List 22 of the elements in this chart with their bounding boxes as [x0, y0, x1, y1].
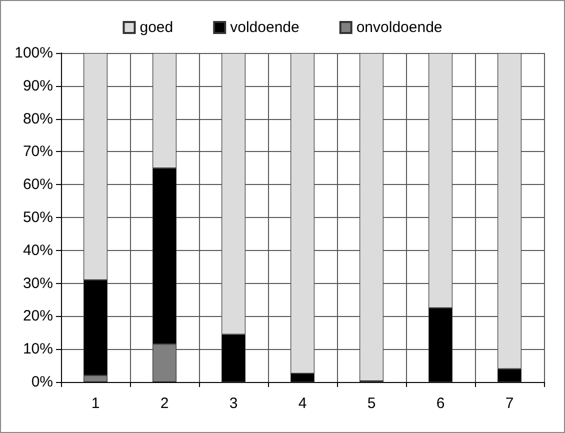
- x-tick-label: 4: [298, 395, 307, 412]
- bar: [360, 53, 384, 382]
- y-tick-label: 0%: [31, 374, 53, 390]
- x-tick-label: 2: [160, 395, 169, 412]
- legend-label: goed: [140, 19, 174, 36]
- x-tick-label: 1: [91, 395, 100, 412]
- y-tick-label: 10%: [22, 340, 53, 358]
- x-tick-label: 6: [436, 395, 445, 412]
- y-tick-label: 100%: [14, 44, 53, 62]
- y-tick-label: 80%: [22, 110, 53, 128]
- y-tick-label: 60%: [22, 176, 53, 194]
- y-tick-label: 50%: [22, 209, 53, 226]
- y-tick-label: 70%: [22, 143, 53, 160]
- y-tick-label: 30%: [22, 274, 53, 292]
- y-tick-label: 40%: [22, 242, 53, 259]
- x-tick-label: 7: [505, 395, 514, 412]
- x-tick-label: 5: [367, 395, 376, 412]
- legend-label: onvoldoende: [356, 19, 442, 36]
- y-tick-label: 90%: [22, 77, 53, 94]
- y-tick-label: 20%: [22, 308, 53, 325]
- legend-label: voldoende: [230, 19, 300, 36]
- x-tick-label: 3: [229, 395, 238, 412]
